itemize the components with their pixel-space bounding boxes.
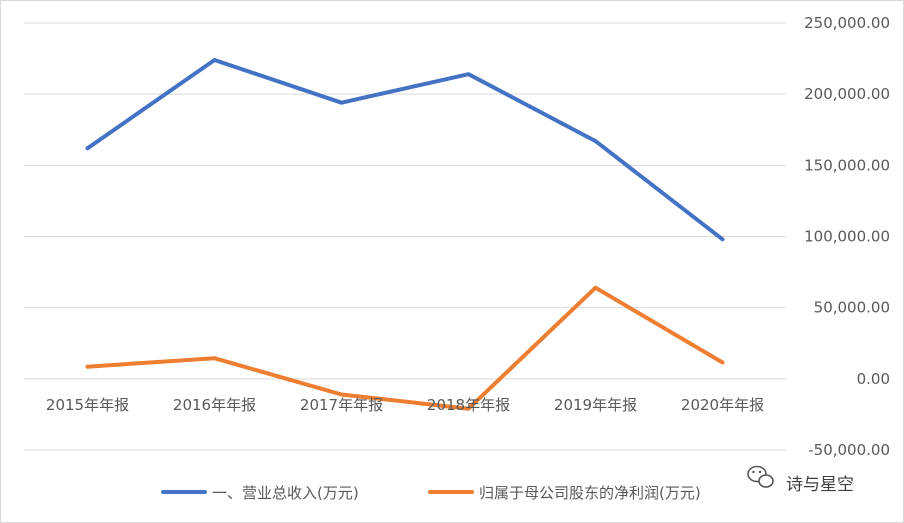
y-tick-label: 250,000.00 — [804, 14, 890, 32]
x-tick-label: 2017年年报 — [300, 396, 383, 414]
gridlines — [24, 22, 786, 451]
wechat-icon — [747, 465, 774, 488]
y-tick-label: 0.00 — [857, 370, 890, 388]
legend-label: 归属于母公司股东的净利润(万元) — [479, 484, 701, 502]
watermark-text: 诗与星空 — [786, 475, 854, 495]
watermark: 诗与星空 — [747, 465, 854, 495]
y-tick-label: -50,000.00 — [808, 441, 890, 459]
legend-label: 一、营业总收入(万元) — [212, 484, 359, 502]
x-tick-label: 2015年年报 — [46, 396, 129, 414]
y-tick-label: 100,000.00 — [804, 228, 890, 246]
series-line-2 — [85, 285, 725, 411]
x-tick-label: 2019年年报 — [554, 396, 637, 414]
x-tick-label: 2020年年报 — [681, 396, 764, 414]
x-axis-ticks: 2015年年报 2016年年报 2017年年报 2018年年报 2019年年报 2020年… — [46, 396, 764, 414]
series-line-1 — [85, 58, 725, 242]
y-tick-label: 150,000.00 — [804, 156, 890, 174]
y-tick-label: 200,000.00 — [804, 85, 890, 103]
x-tick-label: 2016年年报 — [173, 396, 256, 414]
x-tick-label: 2018年年报 — [427, 396, 510, 414]
series-lines — [85, 58, 725, 411]
legend: 一、营业总收入(万元) 归属于母公司股东的净利润(万元) — [161, 484, 701, 502]
y-tick-label: 50,000.00 — [814, 299, 890, 317]
y-axis-ticks: -50,000.00 0.00 50,000.00 100,000.00 150,000… — [804, 14, 890, 459]
